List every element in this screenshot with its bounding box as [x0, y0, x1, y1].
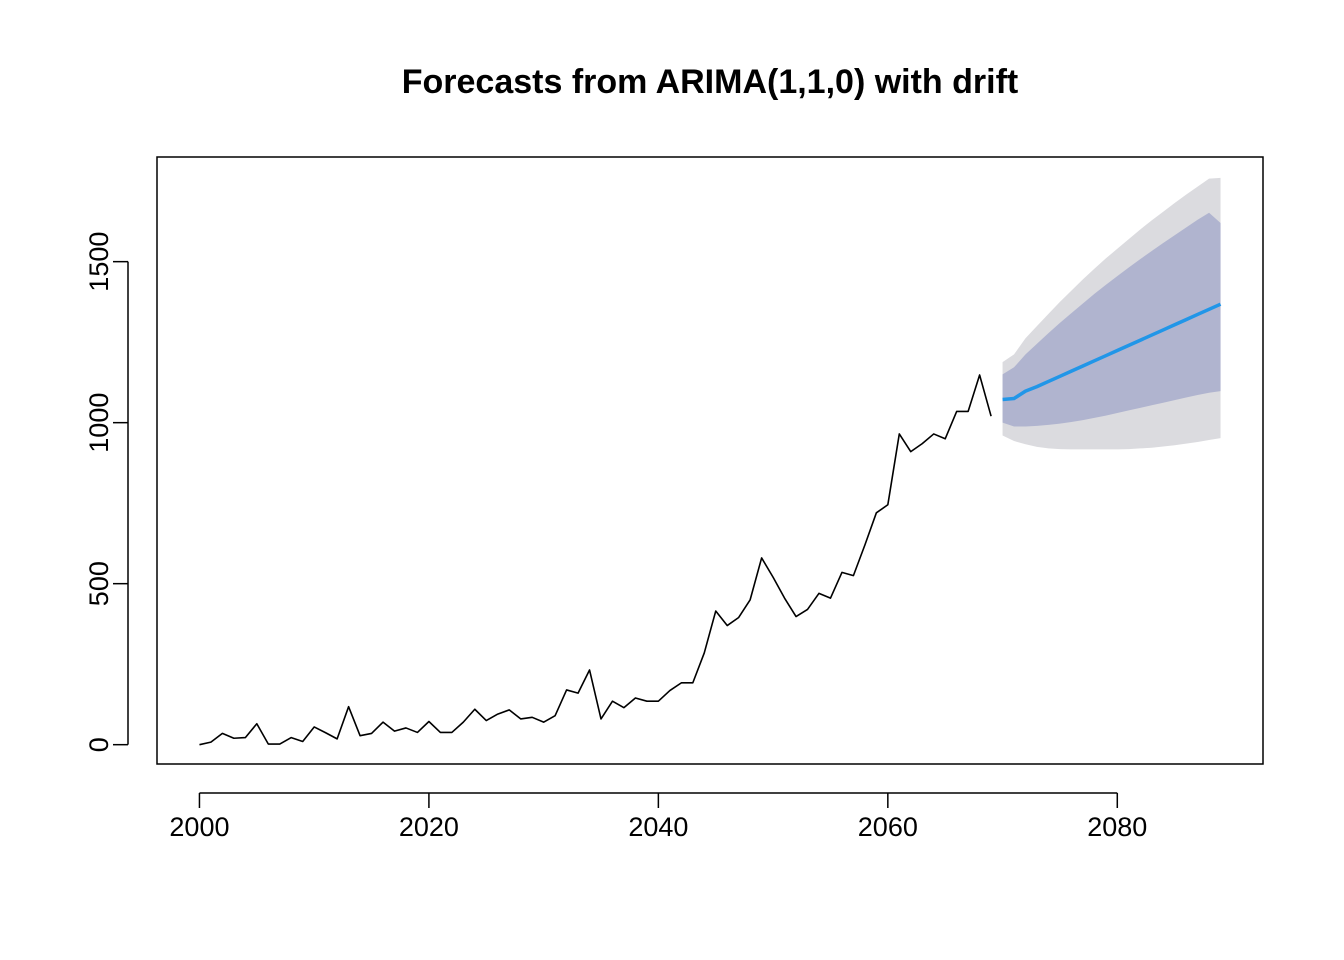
y-axis: 0 500 1000 1500: [84, 232, 129, 752]
x-tick-label: 2080: [1087, 812, 1147, 842]
x-tick-label: 2040: [628, 812, 688, 842]
x-axis: 2000 2020 2040 2060 2080: [169, 792, 1147, 842]
x-tick-label: 2000: [169, 812, 229, 842]
forecast-mean-line: [1002, 302, 1222, 402]
y-tick-label: 0: [84, 737, 114, 752]
prediction-interval-bands: [1002, 177, 1221, 450]
chart-title: Forecasts from ARIMA(1,1,0) with drift: [402, 63, 1018, 101]
series-lines: [199, 302, 1222, 746]
observed-series-line: [199, 374, 992, 746]
plot-frame: [156, 156, 1264, 765]
x-tick-label: 2020: [399, 812, 459, 842]
y-tick-label: 1000: [84, 393, 114, 453]
interval-band-80: [1002, 212, 1221, 427]
y-tick-label: 1500: [84, 232, 114, 292]
y-tick-label: 500: [84, 561, 114, 606]
x-tick-label: 2060: [858, 812, 918, 842]
